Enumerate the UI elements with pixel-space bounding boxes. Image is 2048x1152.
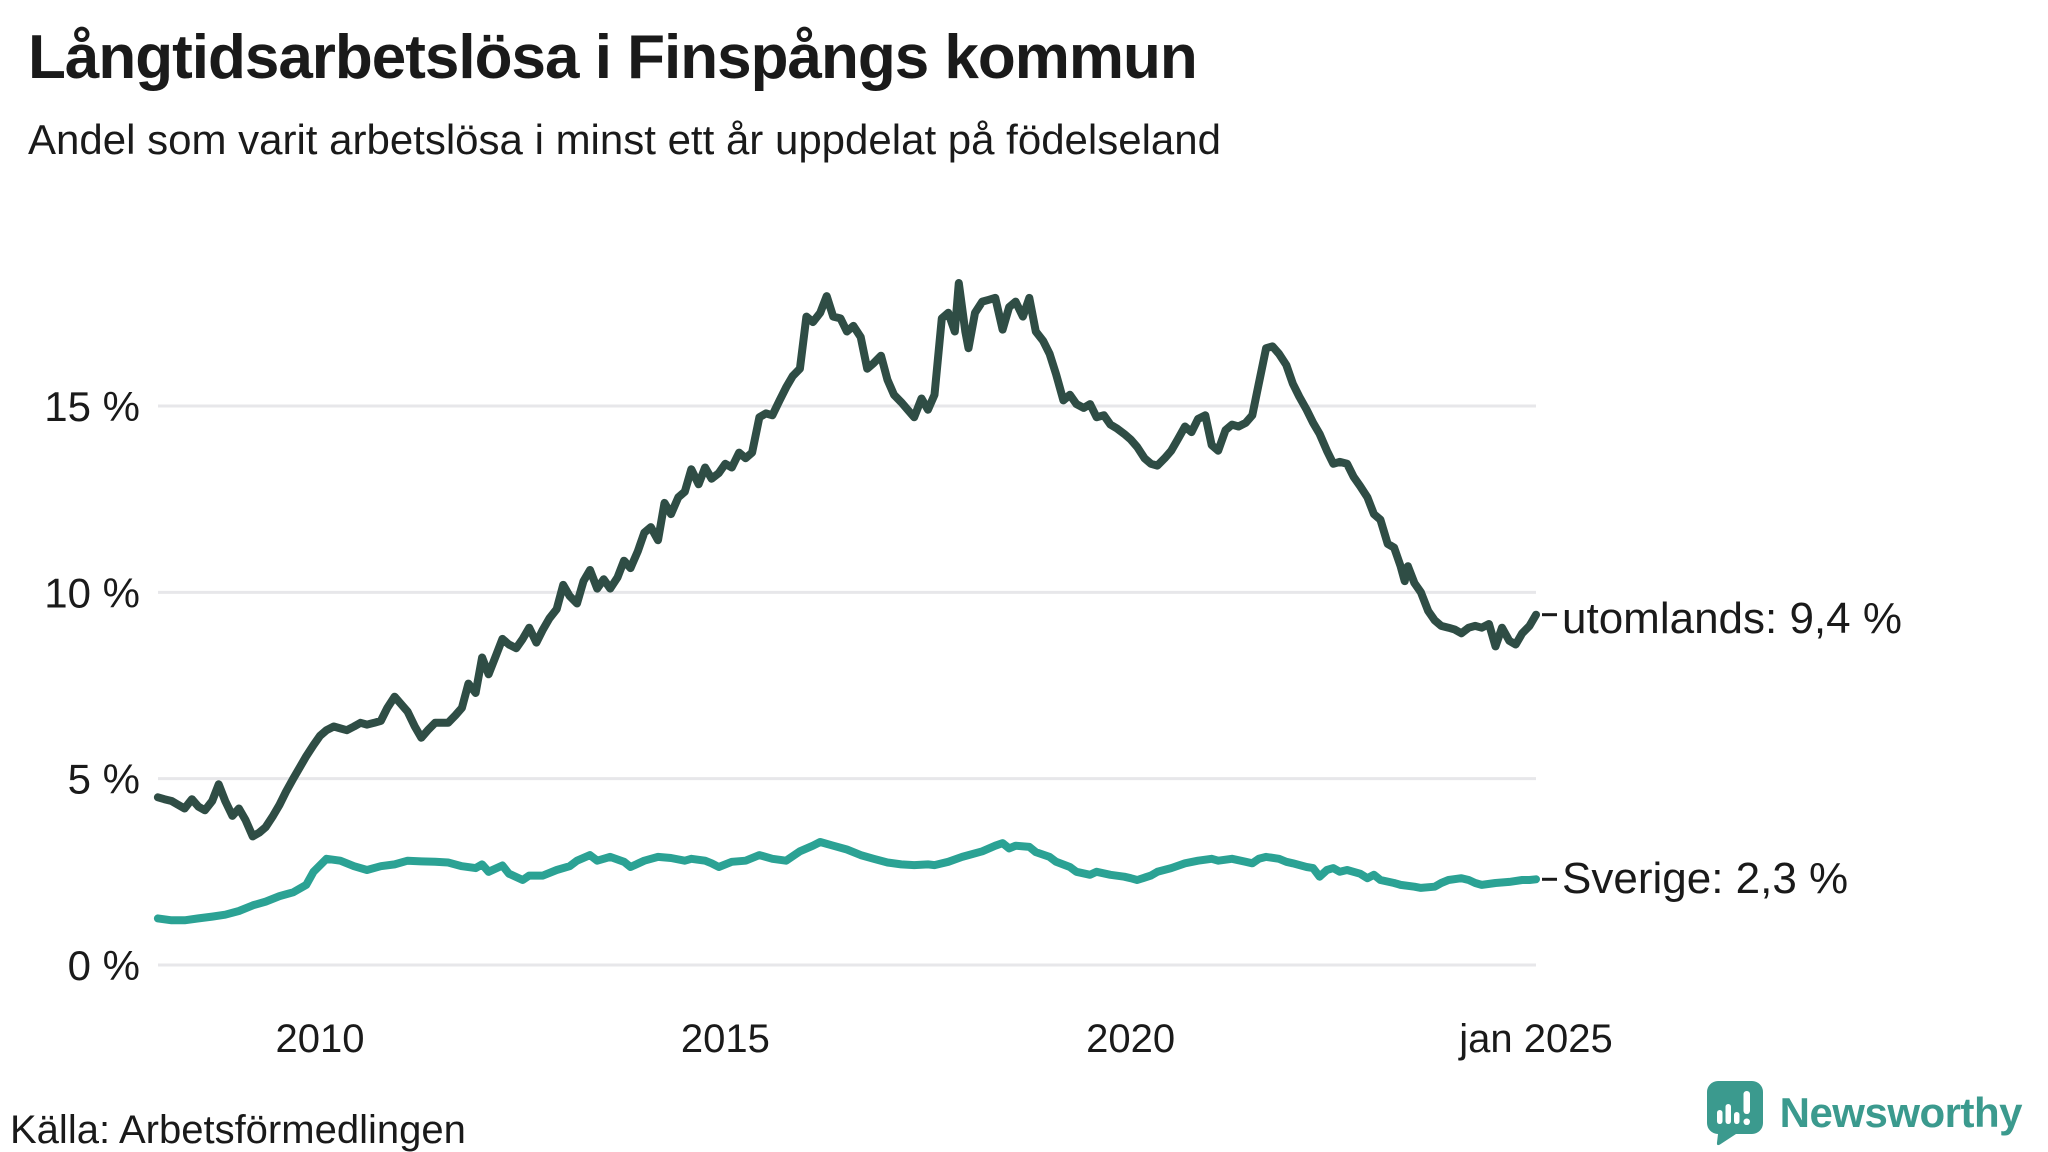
- series-label-utomlands: utomlands: 9,4 %: [1562, 593, 1902, 643]
- source-note: Källa: Arbetsförmedlingen: [10, 1108, 466, 1152]
- y-tick-label: 10 %: [44, 569, 140, 616]
- y-tick-label: 0 %: [68, 942, 140, 989]
- y-tick-label: 15 %: [44, 383, 140, 430]
- y-tick-label: 5 %: [68, 756, 140, 803]
- x-tick-label: 2020: [1086, 1017, 1175, 1061]
- page-title: Långtidsarbetslösa i Finspångs kommun: [28, 23, 1198, 92]
- x-tick-label: jan 2025: [1458, 1017, 1612, 1061]
- page-subtitle: Andel som varit arbetslösa i minst ett å…: [28, 116, 1222, 163]
- newsworthy-logo-icon: [1706, 1081, 1763, 1146]
- x-tick-label: 2010: [276, 1017, 365, 1061]
- series-label-sverige: Sverige: 2,3 %: [1562, 854, 1849, 904]
- x-tick-label: 2015: [681, 1017, 770, 1061]
- brand-footer: Newsworthy: [1706, 1080, 2023, 1146]
- brand-name: Newsworthy: [1779, 1089, 2023, 1136]
- sverige-line: [153, 838, 1540, 925]
- utomlands-line: [153, 279, 1540, 841]
